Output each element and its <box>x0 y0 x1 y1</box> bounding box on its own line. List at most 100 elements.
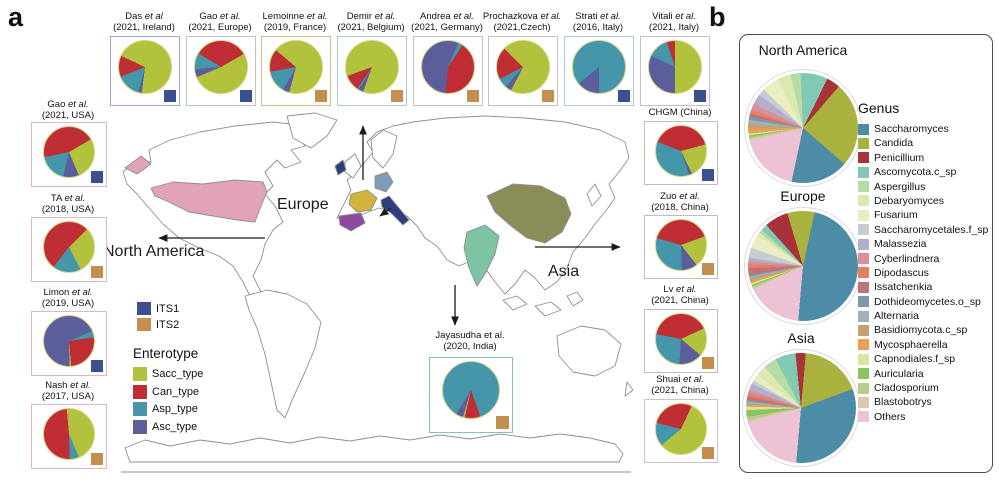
enterotype-legend-title: Enterotype <box>133 346 199 361</box>
islands-se-asia-2 <box>534 301 562 317</box>
enterotype-legend-item: Asc_type <box>133 419 203 434</box>
enterotype-legend-item: Can_type <box>133 384 203 399</box>
legend-label: Auricularia <box>874 367 924 380</box>
its-marker <box>91 171 103 183</box>
enterotype-pie <box>496 40 550 94</box>
study-label: Gao et al. (2021, Europe) <box>188 11 252 33</box>
legend-swatch <box>858 411 869 423</box>
genus-legend-item: Dipodascus <box>858 267 988 279</box>
legend-label: Candida <box>874 137 914 150</box>
island-greenland <box>286 112 338 149</box>
legend-swatch <box>858 238 869 250</box>
enterotype-pie <box>118 40 172 94</box>
legend-label: Debaryomyces <box>874 194 945 207</box>
genus-legend-item: Ascomycota.c_sp <box>858 166 988 178</box>
legend-swatch <box>858 281 869 293</box>
its-marker <box>496 416 509 429</box>
study-pie-box <box>413 36 483 106</box>
legend-swatch <box>858 339 869 351</box>
legend-swatch <box>133 402 147 416</box>
legend-label: Cyberlindnera <box>874 252 940 265</box>
study-label: Lv et al. (2021, China) <box>651 284 709 306</box>
legend-swatch <box>858 209 869 221</box>
study-pie-box <box>644 399 718 463</box>
legend-label: Aspergillus <box>874 180 926 193</box>
enterotype-pie <box>269 40 323 94</box>
study-label: Prochazkova et al. (2021,Czech) <box>482 11 562 33</box>
legend-label: Sacc_type <box>152 368 204 380</box>
enterotype-pie <box>421 40 475 94</box>
its-marker <box>467 90 479 102</box>
panel-a-label: a <box>8 2 24 32</box>
islands-se-asia-3 <box>566 291 584 307</box>
enterotype-pie <box>655 219 707 271</box>
its-marker <box>91 360 103 372</box>
study-label: Das et al (2021, Ireland) <box>113 11 175 33</box>
enterotype-legend-item: Asp_type <box>133 402 203 416</box>
map-label-asia: Asia <box>548 263 580 280</box>
legend-label: Asc_type <box>152 420 198 433</box>
country-india <box>463 224 500 287</box>
study-pie-box <box>564 36 634 106</box>
legend-label: ITS2 <box>156 318 180 331</box>
enterotype-pie <box>43 221 95 273</box>
region-pie-ring <box>742 349 860 467</box>
country-spain <box>338 212 366 232</box>
legend-label: Basidiomycota.c_sp <box>874 324 968 337</box>
legend-label: ITS1 <box>156 302 180 315</box>
region-title: North America <box>758 42 848 58</box>
legend-swatch <box>858 137 869 149</box>
legend-label: Dipodascus <box>874 266 929 279</box>
map-label-europe: Europe <box>277 196 329 213</box>
study-label: Jayasudha et al. (2020, India) <box>435 330 505 352</box>
genus-pie <box>748 73 858 183</box>
study-pie-box <box>644 215 718 279</box>
legend-label: Alternaria <box>874 310 919 323</box>
enterotype-pie <box>655 313 707 365</box>
study-label: Demir et al. (2021, Belgium) <box>337 11 405 33</box>
legend-swatch <box>858 267 869 279</box>
legend-label: Asp_type <box>152 403 198 415</box>
study-label: TA et al. (2018, USA) <box>41 193 95 215</box>
its-marker <box>702 357 714 369</box>
its-marker <box>391 90 403 102</box>
its-marker <box>702 447 714 459</box>
enterotype-pie <box>43 126 95 178</box>
genus-legend-item: Mycosphaerella <box>858 339 988 351</box>
study-pie-box <box>429 357 513 433</box>
genus-legend-item: Capnodiales.f_sp <box>858 353 988 365</box>
study-pie-box <box>31 311 107 376</box>
legend-swatch <box>858 152 869 164</box>
continent-eurasia <box>336 115 630 295</box>
study-pie-box <box>31 404 107 469</box>
study-pie-box <box>337 36 407 106</box>
study-pie-box <box>644 309 718 373</box>
study-pie-box <box>488 36 558 106</box>
legend-label: Others <box>874 410 906 423</box>
legend-swatch <box>858 181 869 193</box>
study-pie-box <box>31 217 107 282</box>
genus-legend-title: Genus <box>858 100 900 116</box>
study-pie-box <box>261 36 331 106</box>
legend-label: Mycosphaerella <box>874 338 948 351</box>
study-label: Nash et al. (2017, USA) <box>41 380 95 402</box>
legend-swatch <box>858 353 869 365</box>
map-pointer-arrow <box>379 207 392 217</box>
study-label: Andrea et al. (2021, Germany) <box>411 11 483 33</box>
enterotype-legend: Enterotype Sacc_type Can_type Asp_type Asc_… <box>133 346 203 437</box>
region-title: Europe <box>780 188 826 204</box>
region-pie-ring <box>744 69 862 187</box>
region-title: Asia <box>787 330 815 346</box>
genus-legend-item: Cyberlindnera <box>858 253 988 265</box>
enterotype-pie <box>572 40 626 94</box>
legend-label: Malassezia <box>874 238 927 251</box>
enterotype-pie <box>442 361 500 419</box>
its-marker <box>91 266 103 278</box>
study-label: Lemoinne et al. (2019, France) <box>262 11 328 33</box>
islands-se-asia-1 <box>502 295 528 311</box>
genus-legend: Genus Saccharomyces Candida Penicillium Asc… <box>858 100 988 425</box>
genus-legend-item: Saccharomyces <box>858 123 988 135</box>
its-legend-item: ITS2 <box>137 318 179 331</box>
legend-swatch <box>858 382 869 394</box>
